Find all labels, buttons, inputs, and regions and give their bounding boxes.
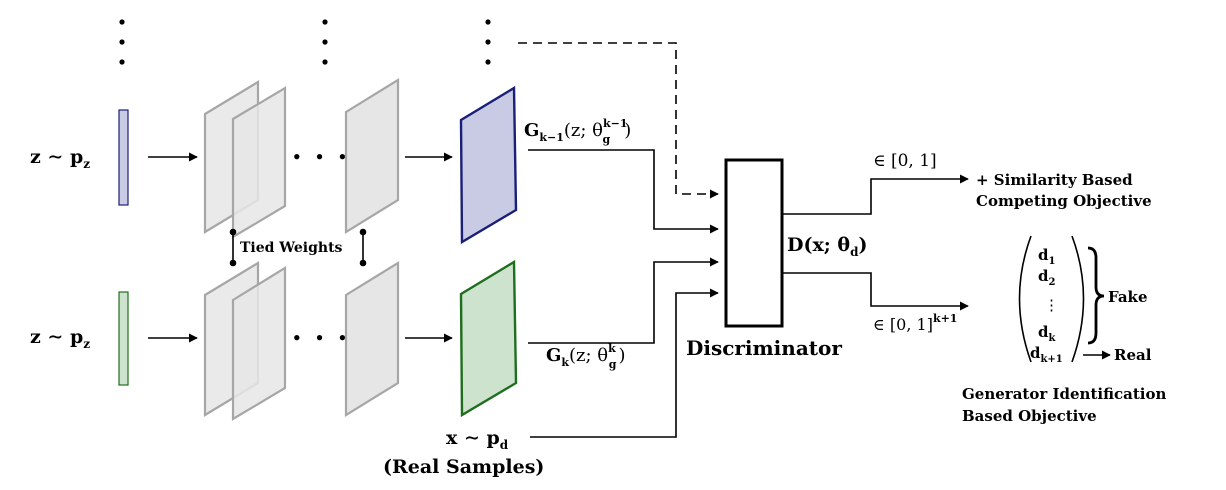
discriminator-label: Discriminator bbox=[686, 336, 842, 360]
identification-objective-line2: Based Objective bbox=[962, 407, 1097, 425]
bottom-layer-2 bbox=[231, 266, 287, 421]
top-layer-3 bbox=[344, 78, 400, 234]
vector-entry-dk: dk bbox=[1038, 323, 1057, 344]
bottom-noise-label: z ∼ pz bbox=[30, 326, 90, 351]
bottom-layer-3 bbox=[344, 261, 400, 417]
identification-objective-line1: Generator Identification bbox=[962, 385, 1166, 403]
identification-output-arrow bbox=[782, 272, 969, 311]
top-noise-label: z ∼ pz bbox=[30, 146, 90, 171]
top-noise-vector bbox=[118, 109, 129, 206]
similarity-objective-line2: Competing Objective bbox=[976, 192, 1152, 210]
bottom-generator-to-discriminator-connector bbox=[528, 257, 719, 344]
top-generator-output-label: Gk−1(z; θk−1 g) bbox=[524, 117, 631, 146]
similarity-objective-line1: + Similarity Based bbox=[976, 171, 1133, 189]
real-samples-caption: (Real Samples) bbox=[383, 456, 544, 478]
vector-entry-d1: d1 bbox=[1038, 246, 1055, 267]
real-data-label: x ∼ pd bbox=[446, 427, 509, 452]
discriminator-function-label: D(x; θd) bbox=[787, 234, 868, 259]
vector-left-paren bbox=[1018, 235, 1032, 363]
vertical-dots-input bbox=[119, 19, 125, 65]
bottom-generated-sample bbox=[459, 259, 518, 418]
top-layer-2 bbox=[231, 86, 287, 239]
fake-brace bbox=[1087, 246, 1105, 345]
bottom-generator-output-label: Gk(z; θk g) bbox=[546, 342, 626, 371]
real-samples-connector bbox=[530, 288, 719, 438]
vector-entry-dk1: dk+1 bbox=[1030, 344, 1063, 365]
top-generator-to-discriminator-connector bbox=[528, 149, 719, 234]
similarity-output-range: ∈ [0, 1] bbox=[873, 151, 937, 171]
vector-right-paren bbox=[1071, 235, 1085, 363]
identification-output-range: ∈ [0, 1]k+1 bbox=[873, 312, 957, 334]
vertical-dots-layers bbox=[322, 19, 328, 65]
other-generators-dashed-connector bbox=[518, 42, 719, 199]
bottom-layer-ellipsis: • • • bbox=[292, 329, 351, 347]
top-generated-sample bbox=[459, 85, 518, 245]
tied-weights-label: Tied Weights bbox=[240, 240, 343, 256]
fake-label: Fake bbox=[1108, 288, 1148, 306]
tied-weights-bracket bbox=[229, 228, 367, 267]
real-label: Real bbox=[1114, 346, 1152, 364]
vector-vdots: ⋮ bbox=[1044, 296, 1059, 314]
bottom-noise-vector bbox=[118, 291, 129, 386]
discriminator-box bbox=[724, 158, 784, 328]
similarity-output-arrow bbox=[782, 174, 969, 215]
vertical-dots-outputs bbox=[485, 19, 491, 65]
vector-entry-d2: d2 bbox=[1038, 267, 1056, 288]
top-layer-ellipsis: • • • bbox=[292, 148, 351, 166]
